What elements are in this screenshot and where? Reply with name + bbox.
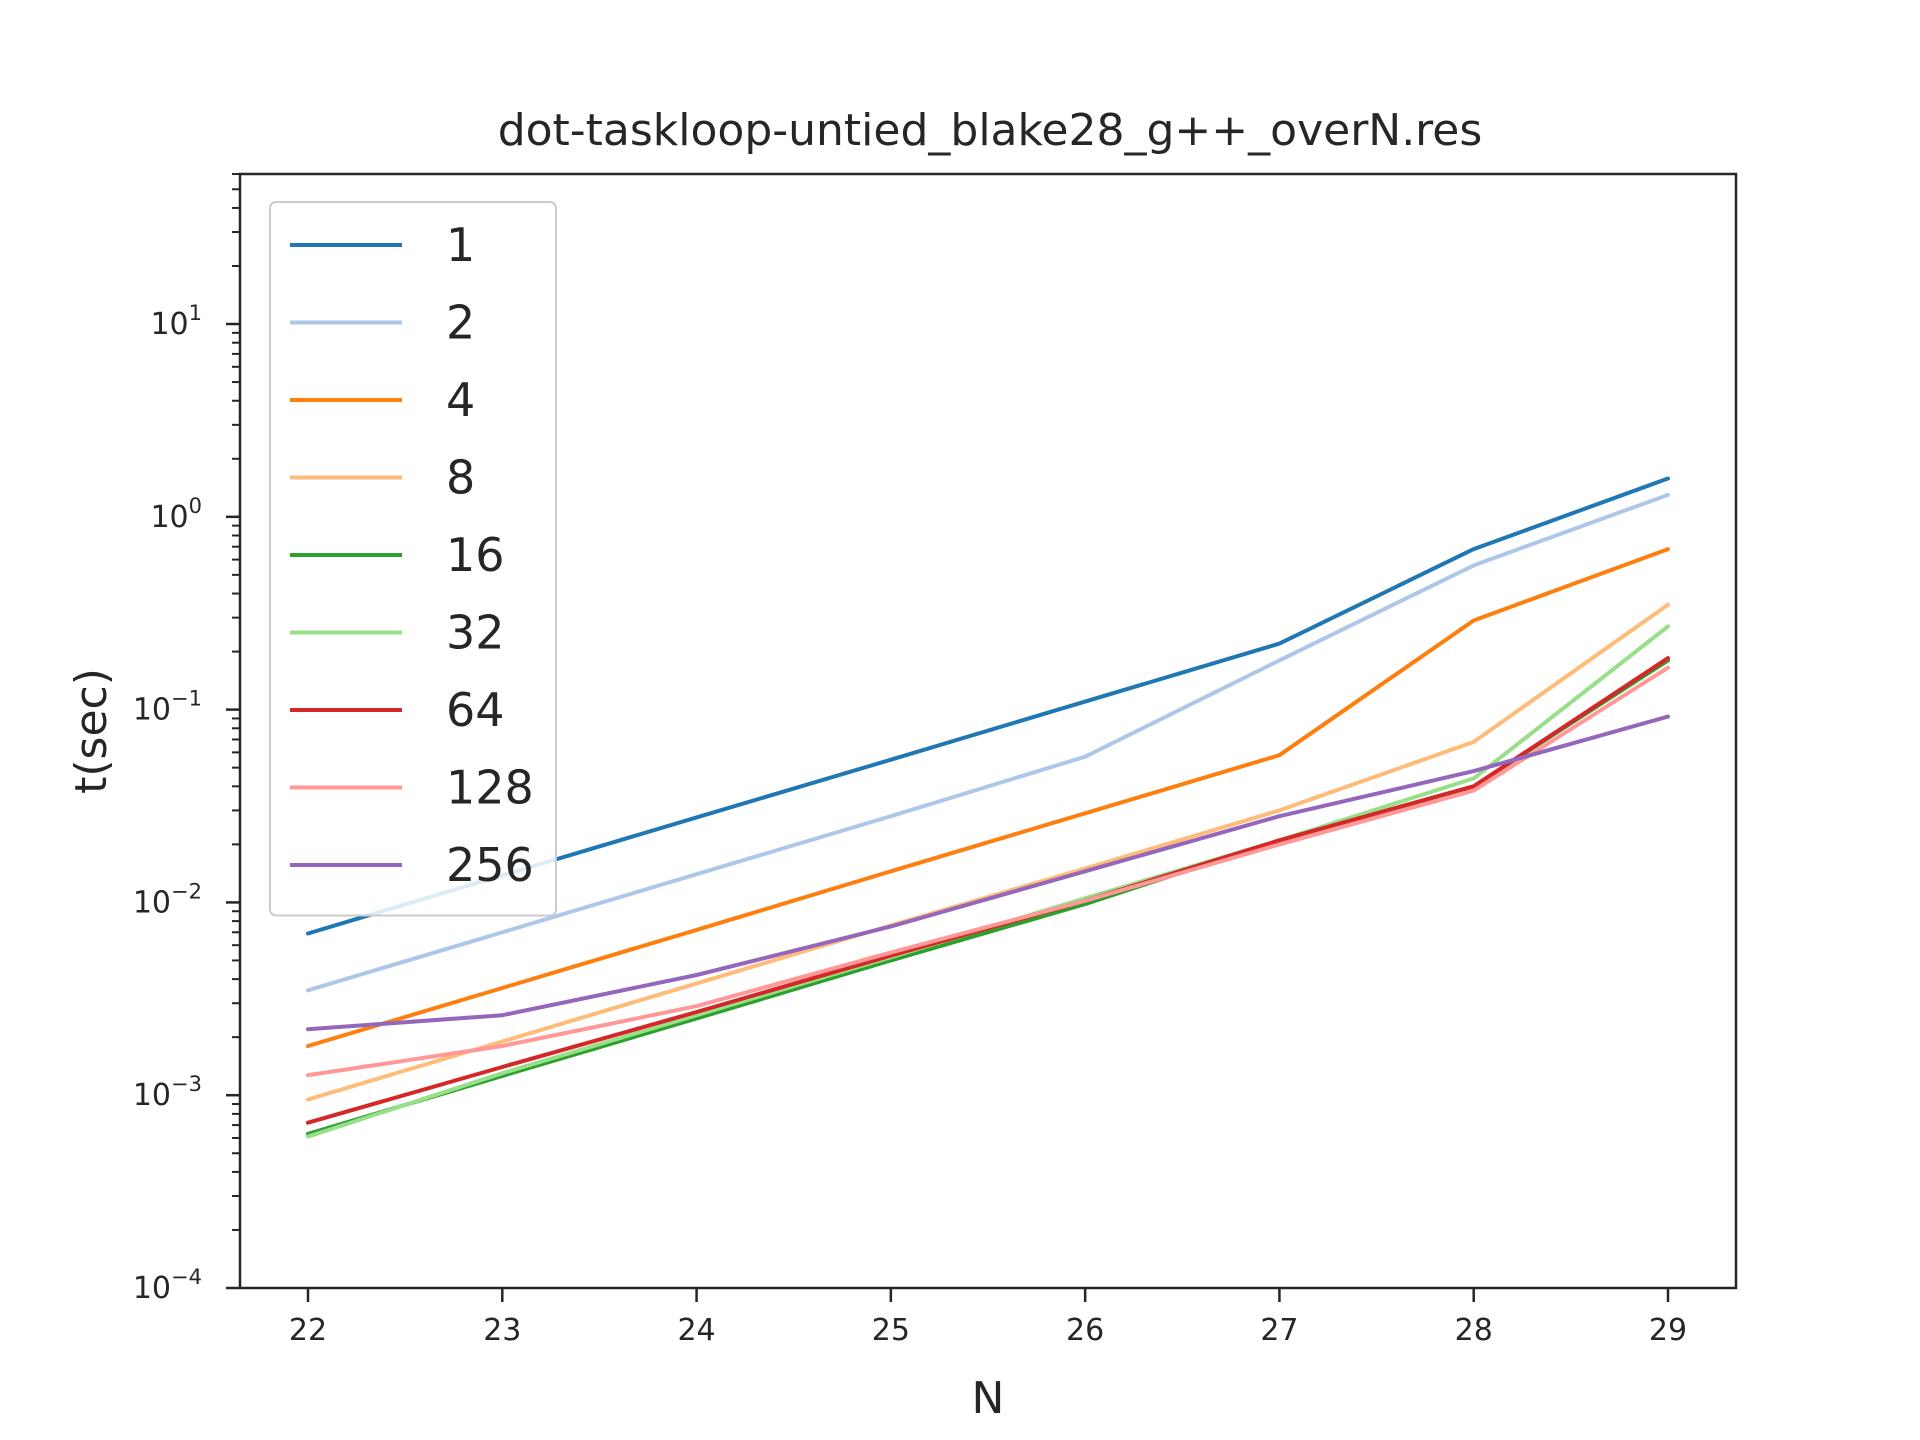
x-tick-label: 23 xyxy=(483,1313,521,1348)
legend-item-16: 16 xyxy=(290,528,505,582)
legend-label: 16 xyxy=(446,528,505,582)
legend-label: 2 xyxy=(446,296,475,350)
x-tick-label: 29 xyxy=(1649,1313,1687,1348)
y-tick-label: 10−4 xyxy=(133,1265,202,1306)
legend-item-256: 256 xyxy=(290,838,534,892)
series-line-4 xyxy=(306,547,1670,1048)
y-tick-label: 10−1 xyxy=(133,687,202,728)
series-256 xyxy=(306,714,1670,1032)
x-tick-label: 28 xyxy=(1455,1313,1493,1348)
x-tick-label: 27 xyxy=(1260,1313,1298,1348)
legend-label: 1 xyxy=(446,218,475,272)
legend-item-4: 4 xyxy=(290,373,475,427)
x-tick-label: 25 xyxy=(872,1313,910,1348)
legend-item-32: 32 xyxy=(290,606,505,660)
legend-label: 8 xyxy=(446,451,475,505)
legend-label: 256 xyxy=(446,838,534,892)
legend-label: 64 xyxy=(446,683,505,737)
y-axis-label: t(sec) xyxy=(66,668,117,794)
x-tick-label: 24 xyxy=(677,1313,715,1348)
legend: 1 2 4 8 16 32 64 128 256 xyxy=(269,201,557,917)
series-line-256 xyxy=(306,714,1670,1032)
y-tick-label: 101 xyxy=(150,301,202,342)
y-tick-label: 100 xyxy=(150,494,202,535)
legend-item-2: 2 xyxy=(290,296,475,350)
y-tick-label: 10−2 xyxy=(133,879,202,920)
legend-label: 128 xyxy=(446,761,534,815)
series-4 xyxy=(306,547,1670,1048)
y-tick-label: 10−3 xyxy=(133,1072,202,1113)
series-line-128 xyxy=(306,665,1670,1078)
series-line-2 xyxy=(306,492,1670,993)
legend-label: 32 xyxy=(446,606,505,660)
legend-item-8: 8 xyxy=(290,451,475,505)
series-2 xyxy=(306,492,1670,993)
chart-title: dot-taskloop-untied_blake28_g++_overN.re… xyxy=(498,105,1483,156)
x-tick-label: 22 xyxy=(289,1313,327,1348)
x-tick-label: 26 xyxy=(1066,1313,1104,1348)
legend-label: 4 xyxy=(446,373,475,427)
legend-item-128: 128 xyxy=(290,761,534,815)
legend-item-1: 1 xyxy=(290,218,475,272)
x-axis-label: N xyxy=(972,1373,1005,1424)
series-128 xyxy=(306,665,1670,1078)
legend-item-64: 64 xyxy=(290,683,505,737)
legend-box xyxy=(269,201,557,917)
plot-frame xyxy=(238,172,1738,1290)
